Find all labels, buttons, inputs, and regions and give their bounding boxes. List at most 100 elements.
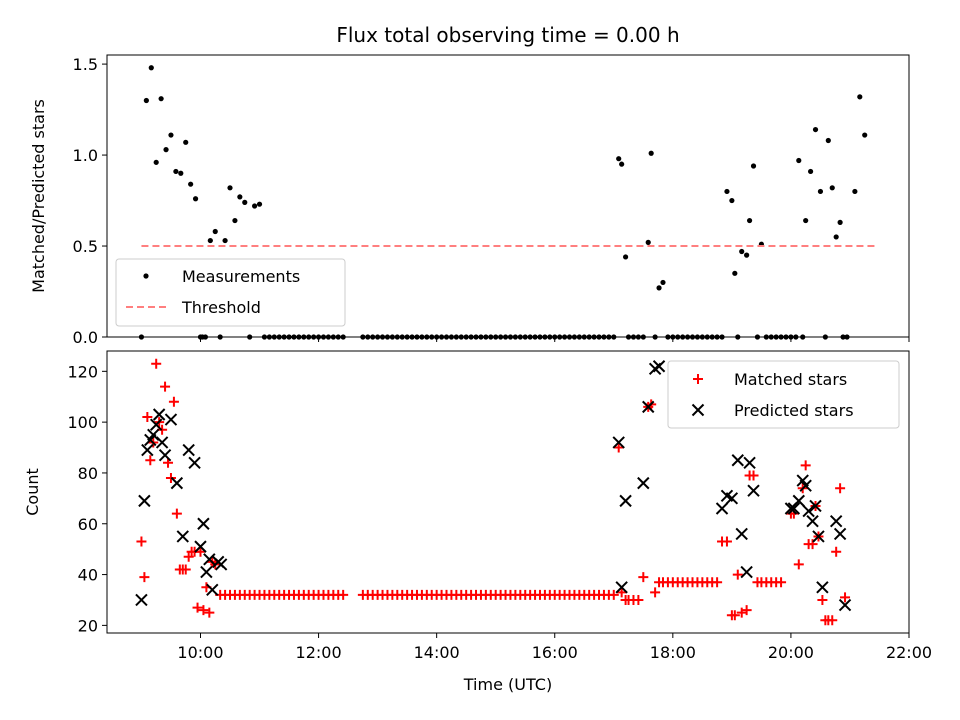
data-point <box>616 156 622 162</box>
data-point <box>135 593 148 607</box>
data-point <box>803 217 809 224</box>
data-point <box>183 551 194 562</box>
data-point <box>256 201 263 207</box>
top-axes: 0.0 0.5 1.0 1.5 Matched/Predicted stars Measu… <box>29 54 910 347</box>
data-point <box>838 598 852 612</box>
y-tick-label: 120 <box>67 362 98 381</box>
data-point <box>792 494 805 508</box>
data-point <box>164 413 178 426</box>
data-point <box>747 484 760 497</box>
data-point <box>158 96 164 102</box>
data-point <box>170 476 184 490</box>
data-point <box>192 602 203 613</box>
data-point <box>825 137 831 144</box>
data-point <box>252 203 258 209</box>
data-point <box>168 132 174 138</box>
data-point <box>158 448 172 462</box>
data-point <box>232 217 238 224</box>
data-point <box>793 559 804 570</box>
data-point <box>608 589 619 600</box>
data-point <box>615 581 628 594</box>
chart-title: Flux total observing time = 0.00 h <box>336 23 679 47</box>
data-point <box>180 564 191 575</box>
bottom-axes: 20 40 60 80 100 120 10:00 12:00 14:00 16:00 18:00 2… <box>23 350 932 694</box>
data-point <box>192 196 199 202</box>
data-point <box>829 515 843 528</box>
data-point <box>817 188 824 195</box>
data-point <box>732 270 738 276</box>
data-point <box>182 443 195 457</box>
data-point <box>807 168 814 175</box>
data-point <box>616 587 627 598</box>
data-point <box>857 94 863 100</box>
y-tick-label: 0.5 <box>73 237 98 256</box>
data-point <box>862 132 868 138</box>
data-point <box>740 565 753 579</box>
data-point <box>160 381 171 392</box>
data-point <box>642 400 655 414</box>
legend-label: Threshold <box>181 298 261 317</box>
data-point <box>638 572 649 583</box>
x-tick-label: 22:00 <box>886 643 932 662</box>
x-tick-label: 12:00 <box>296 643 342 662</box>
data-point <box>796 157 802 164</box>
data-point <box>806 515 819 528</box>
data-point <box>852 188 858 195</box>
y-tick-label: 0.0 <box>73 328 98 347</box>
data-point <box>139 572 150 583</box>
data-point <box>619 494 632 508</box>
data-point <box>204 607 215 618</box>
data-point <box>149 418 163 431</box>
legend: Measurements Threshold <box>115 258 346 327</box>
data-point <box>800 460 811 471</box>
data-point <box>222 237 228 244</box>
data-point <box>816 581 829 594</box>
x-tick-label: 10:00 <box>177 643 223 662</box>
legend-box <box>667 360 900 429</box>
data-point <box>715 502 729 515</box>
data-point <box>833 234 839 240</box>
y-tick-label: 20 <box>78 616 98 635</box>
data-point <box>812 530 825 543</box>
plot-frame <box>106 350 910 634</box>
legend-label: Matched stars <box>734 370 847 389</box>
x-tick-label: 20:00 <box>768 643 814 662</box>
data-point <box>613 442 624 453</box>
data-point <box>729 610 740 621</box>
y-axis-label: Matched/Predicted stars <box>29 99 48 293</box>
data-point <box>138 494 151 508</box>
data-point <box>168 396 179 407</box>
data-point <box>724 188 730 195</box>
data-point <box>831 546 842 557</box>
x-axis-label: Time (UTC) <box>463 675 552 694</box>
data-point <box>637 476 650 490</box>
data-point <box>203 553 216 566</box>
data-point <box>183 139 189 145</box>
data-point <box>142 412 153 423</box>
data-point <box>735 527 748 541</box>
data-point <box>338 589 349 600</box>
y-tick-label: 80 <box>78 464 98 483</box>
data-point <box>835 483 846 494</box>
data-point <box>837 219 843 225</box>
x-tick-label: 18:00 <box>650 643 696 662</box>
data-point <box>743 456 756 469</box>
y-tick-label: 1.5 <box>73 55 98 74</box>
data-point <box>729 197 735 204</box>
data-point <box>136 536 147 547</box>
data-point <box>802 504 815 518</box>
legend-label: Predicted stars <box>734 401 854 420</box>
data-point <box>242 199 248 205</box>
legend: Matched stars Predicted stars <box>667 360 900 429</box>
data-point <box>153 159 159 165</box>
data-point <box>732 569 743 580</box>
data-point <box>809 499 822 513</box>
data-point <box>725 492 739 505</box>
data-point <box>195 546 206 557</box>
data-point <box>652 360 666 373</box>
data-point <box>612 436 625 449</box>
data-point <box>188 456 201 469</box>
legend-plus-marker <box>693 374 703 384</box>
data-point <box>619 161 625 167</box>
data-point <box>645 239 651 245</box>
